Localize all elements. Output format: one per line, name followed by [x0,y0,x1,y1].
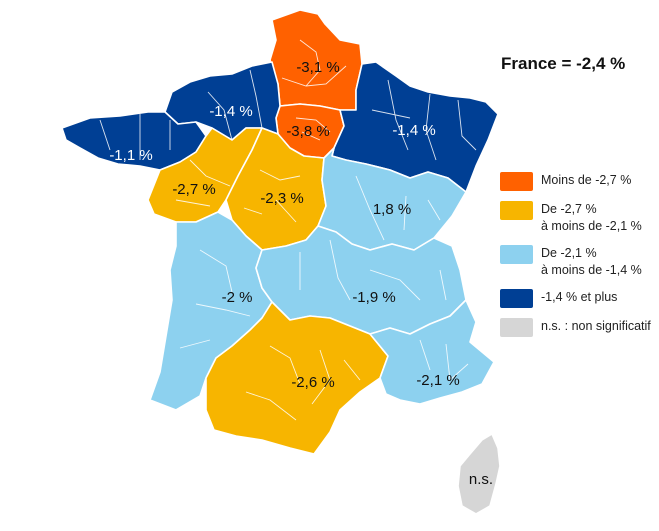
legend-swatch [500,289,533,308]
label-bourgogne-franche-comte: 1,8 % [373,201,411,218]
label-occitanie: -2,6 % [291,374,334,391]
legend-swatch [500,318,533,337]
legend-label: Moins de -2,7 % [541,173,632,187]
department-borders [99,39,477,421]
national-total-title: France = -2,4 % [501,54,626,73]
label-hauts-de-france: -3,1 % [296,59,339,76]
legend-label: n.s. : non significatif [541,319,651,333]
legend-item: Moins de -2,7 % [500,172,659,191]
legend-swatch [500,245,533,264]
legend-item: -1,4 % et plus [500,289,659,308]
region-paca [369,299,495,405]
label-centre-val-de-loire: -2,3 % [260,190,303,207]
legend-label: -1,4 % et plus [541,290,618,304]
legend-label: De -2,7 % à moins de -2,1 % [541,202,642,233]
label-paca: -2,1 % [416,372,459,389]
legend-label: De -2,1 % à moins de -1,4 % [541,246,642,277]
legend-item: De -2,1 % à moins de -1,4 % [500,245,659,279]
legend-swatch [500,172,533,191]
label-ile-de-france: -3,8 % [286,123,329,140]
label-grand-est: -1,4 % [392,122,435,139]
label-nouvelle-aquitaine: -2 % [222,289,253,306]
region-normandie [164,61,281,141]
legend-item: n.s. : non significatif [500,318,659,337]
region-corse [457,433,501,515]
legend-item: De -2,7 % à moins de -2,1 % [500,201,659,235]
region-occitanie [205,301,389,455]
label-bretagne: -1,1 % [109,147,152,164]
label-auvergne-rhone-alpes: -1,9 % [352,289,395,306]
label-corse: n.s. [469,471,493,488]
legend-swatch [500,201,533,220]
legend: Moins de -2,7 % De -2,7 % à moins de -2,… [500,172,659,347]
label-pays-de-la-loire: -2,7 % [172,181,215,198]
label-normandie: -1,4 % [209,103,252,120]
